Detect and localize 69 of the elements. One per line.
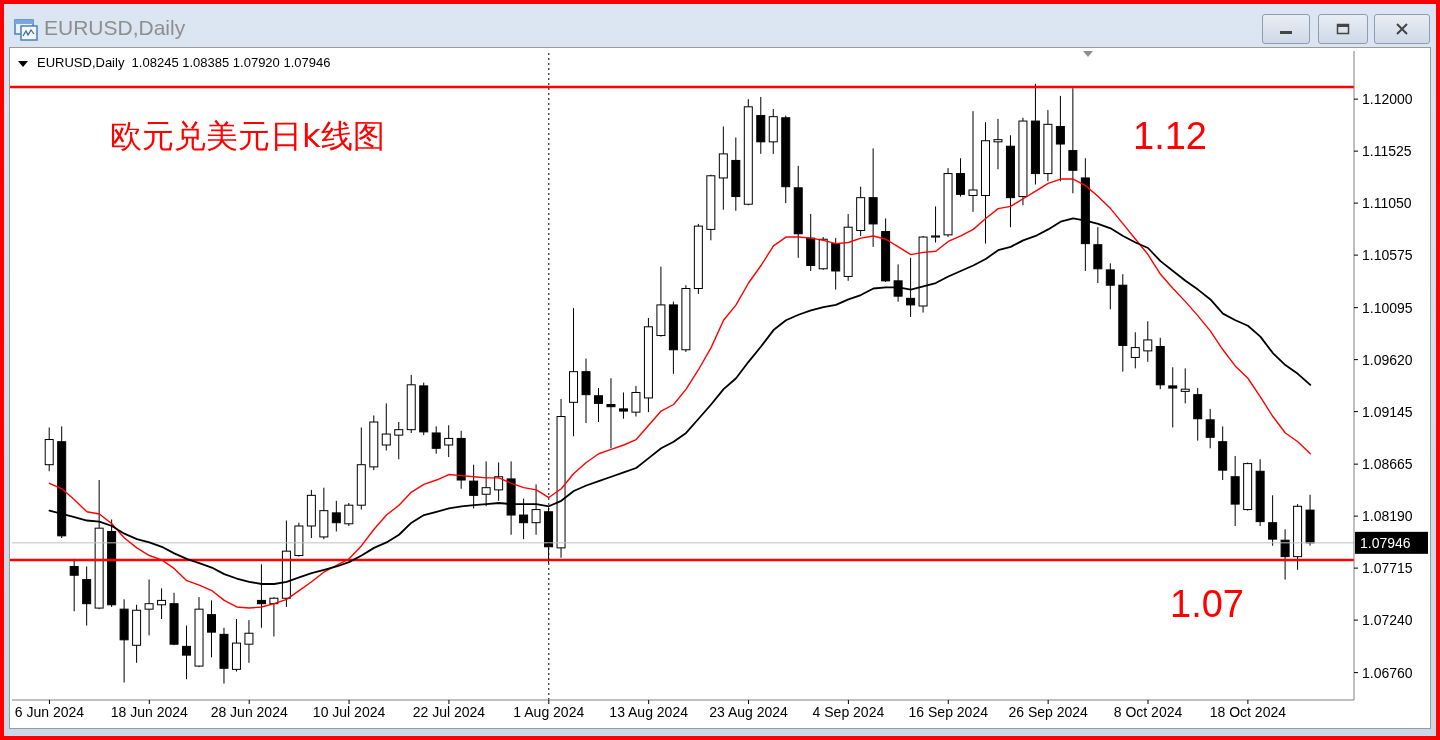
x-tick-label: 22 Jul 2024 — [412, 704, 486, 720]
annotation: 欧元兑美元日k线图 — [110, 117, 385, 155]
x-tick-label: 10 Jul 2024 — [312, 704, 386, 720]
candlestick — [1280, 528, 1290, 581]
x-tick-label: 8 Oct 2024 — [1113, 704, 1183, 720]
candlestick — [618, 391, 628, 420]
candlestick — [1168, 366, 1178, 428]
x-tick-label: 18 Jun 2024 — [110, 704, 189, 720]
y-tick-label: 1.08665 — [1362, 456, 1413, 473]
x-tick-label: 13 Aug 2024 — [609, 704, 689, 720]
candlestick — [381, 402, 391, 451]
candlestick — [956, 157, 966, 198]
x-tick-label: 16 Sep 2024 — [908, 704, 989, 720]
candlestick — [157, 587, 167, 620]
chart-subtitle: EURUSD,Daily 1.08245 1.08385 1.07920 1.07946 — [37, 55, 331, 70]
candlestick — [968, 110, 978, 213]
candlestick — [1068, 87, 1078, 194]
x-tick-label: 1 Aug 2024 — [513, 704, 585, 720]
candlestick — [431, 425, 441, 455]
candlestick — [331, 500, 341, 532]
y-tick-label: 1.12000 — [1362, 91, 1413, 108]
y-tick-label: 1.09145 — [1362, 403, 1413, 420]
candlestick — [1055, 95, 1065, 182]
candlestick — [494, 462, 504, 502]
candlestick — [1130, 331, 1140, 369]
candlestick — [931, 205, 941, 244]
candlestick — [481, 460, 491, 507]
y-tick-label: 1.06760 — [1362, 664, 1413, 681]
candlestick — [182, 625, 192, 680]
annotation: 1.07 — [1170, 583, 1244, 625]
ref-line-label: 1.07946 — [1360, 534, 1411, 551]
candlestick — [531, 483, 541, 536]
candlestick — [1180, 367, 1190, 404]
x-tick-label: 6 Jun 2024 — [14, 704, 85, 720]
candlestick — [1268, 494, 1278, 547]
y-tick-label: 1.11050 — [1362, 195, 1412, 212]
candlestick — [993, 118, 1003, 170]
y-tick-label: 1.09620 — [1362, 351, 1413, 368]
candlestick — [893, 263, 903, 303]
candlestick — [69, 558, 79, 612]
candlestick — [1205, 408, 1215, 449]
y-tick-label: 1.08190 — [1362, 508, 1413, 525]
x-tick-label: 28 Jun 2024 — [210, 704, 288, 720]
candlestick — [581, 358, 591, 424]
candlestick — [631, 385, 641, 418]
candlestick — [1143, 320, 1153, 363]
x-tick-label: 4 Sep 2024 — [812, 704, 885, 720]
x-tick-label: 26 Sep 2024 — [1008, 704, 1089, 720]
candlestick — [906, 257, 916, 318]
candlestick — [606, 377, 616, 449]
x-tick-label: 18 Oct 2024 — [1209, 704, 1287, 720]
candlestick — [593, 387, 603, 423]
candlestick — [394, 421, 404, 460]
candlestick — [144, 579, 154, 636]
candlestick — [244, 619, 254, 664]
candlestick — [519, 498, 529, 540]
y-tick-label: 1.10575 — [1362, 247, 1413, 264]
candlestick — [1105, 262, 1115, 310]
candlestick — [444, 424, 454, 458]
y-tick-label: 1.07240 — [1362, 612, 1413, 629]
candlestick — [469, 464, 479, 509]
x-tick-label: 23 Aug 2024 — [709, 704, 789, 720]
y-tick-label: 1.07715 — [1362, 560, 1413, 577]
ref-line-label: 1.12 — [1133, 115, 1207, 158]
y-tick-label: 1.10095 — [1362, 299, 1413, 316]
chart-title: EURUSD,Daily — [44, 16, 186, 39]
candlestick — [207, 599, 216, 658]
candlestick — [344, 502, 354, 527]
y-tick-label: 1.11525 — [1362, 143, 1412, 160]
